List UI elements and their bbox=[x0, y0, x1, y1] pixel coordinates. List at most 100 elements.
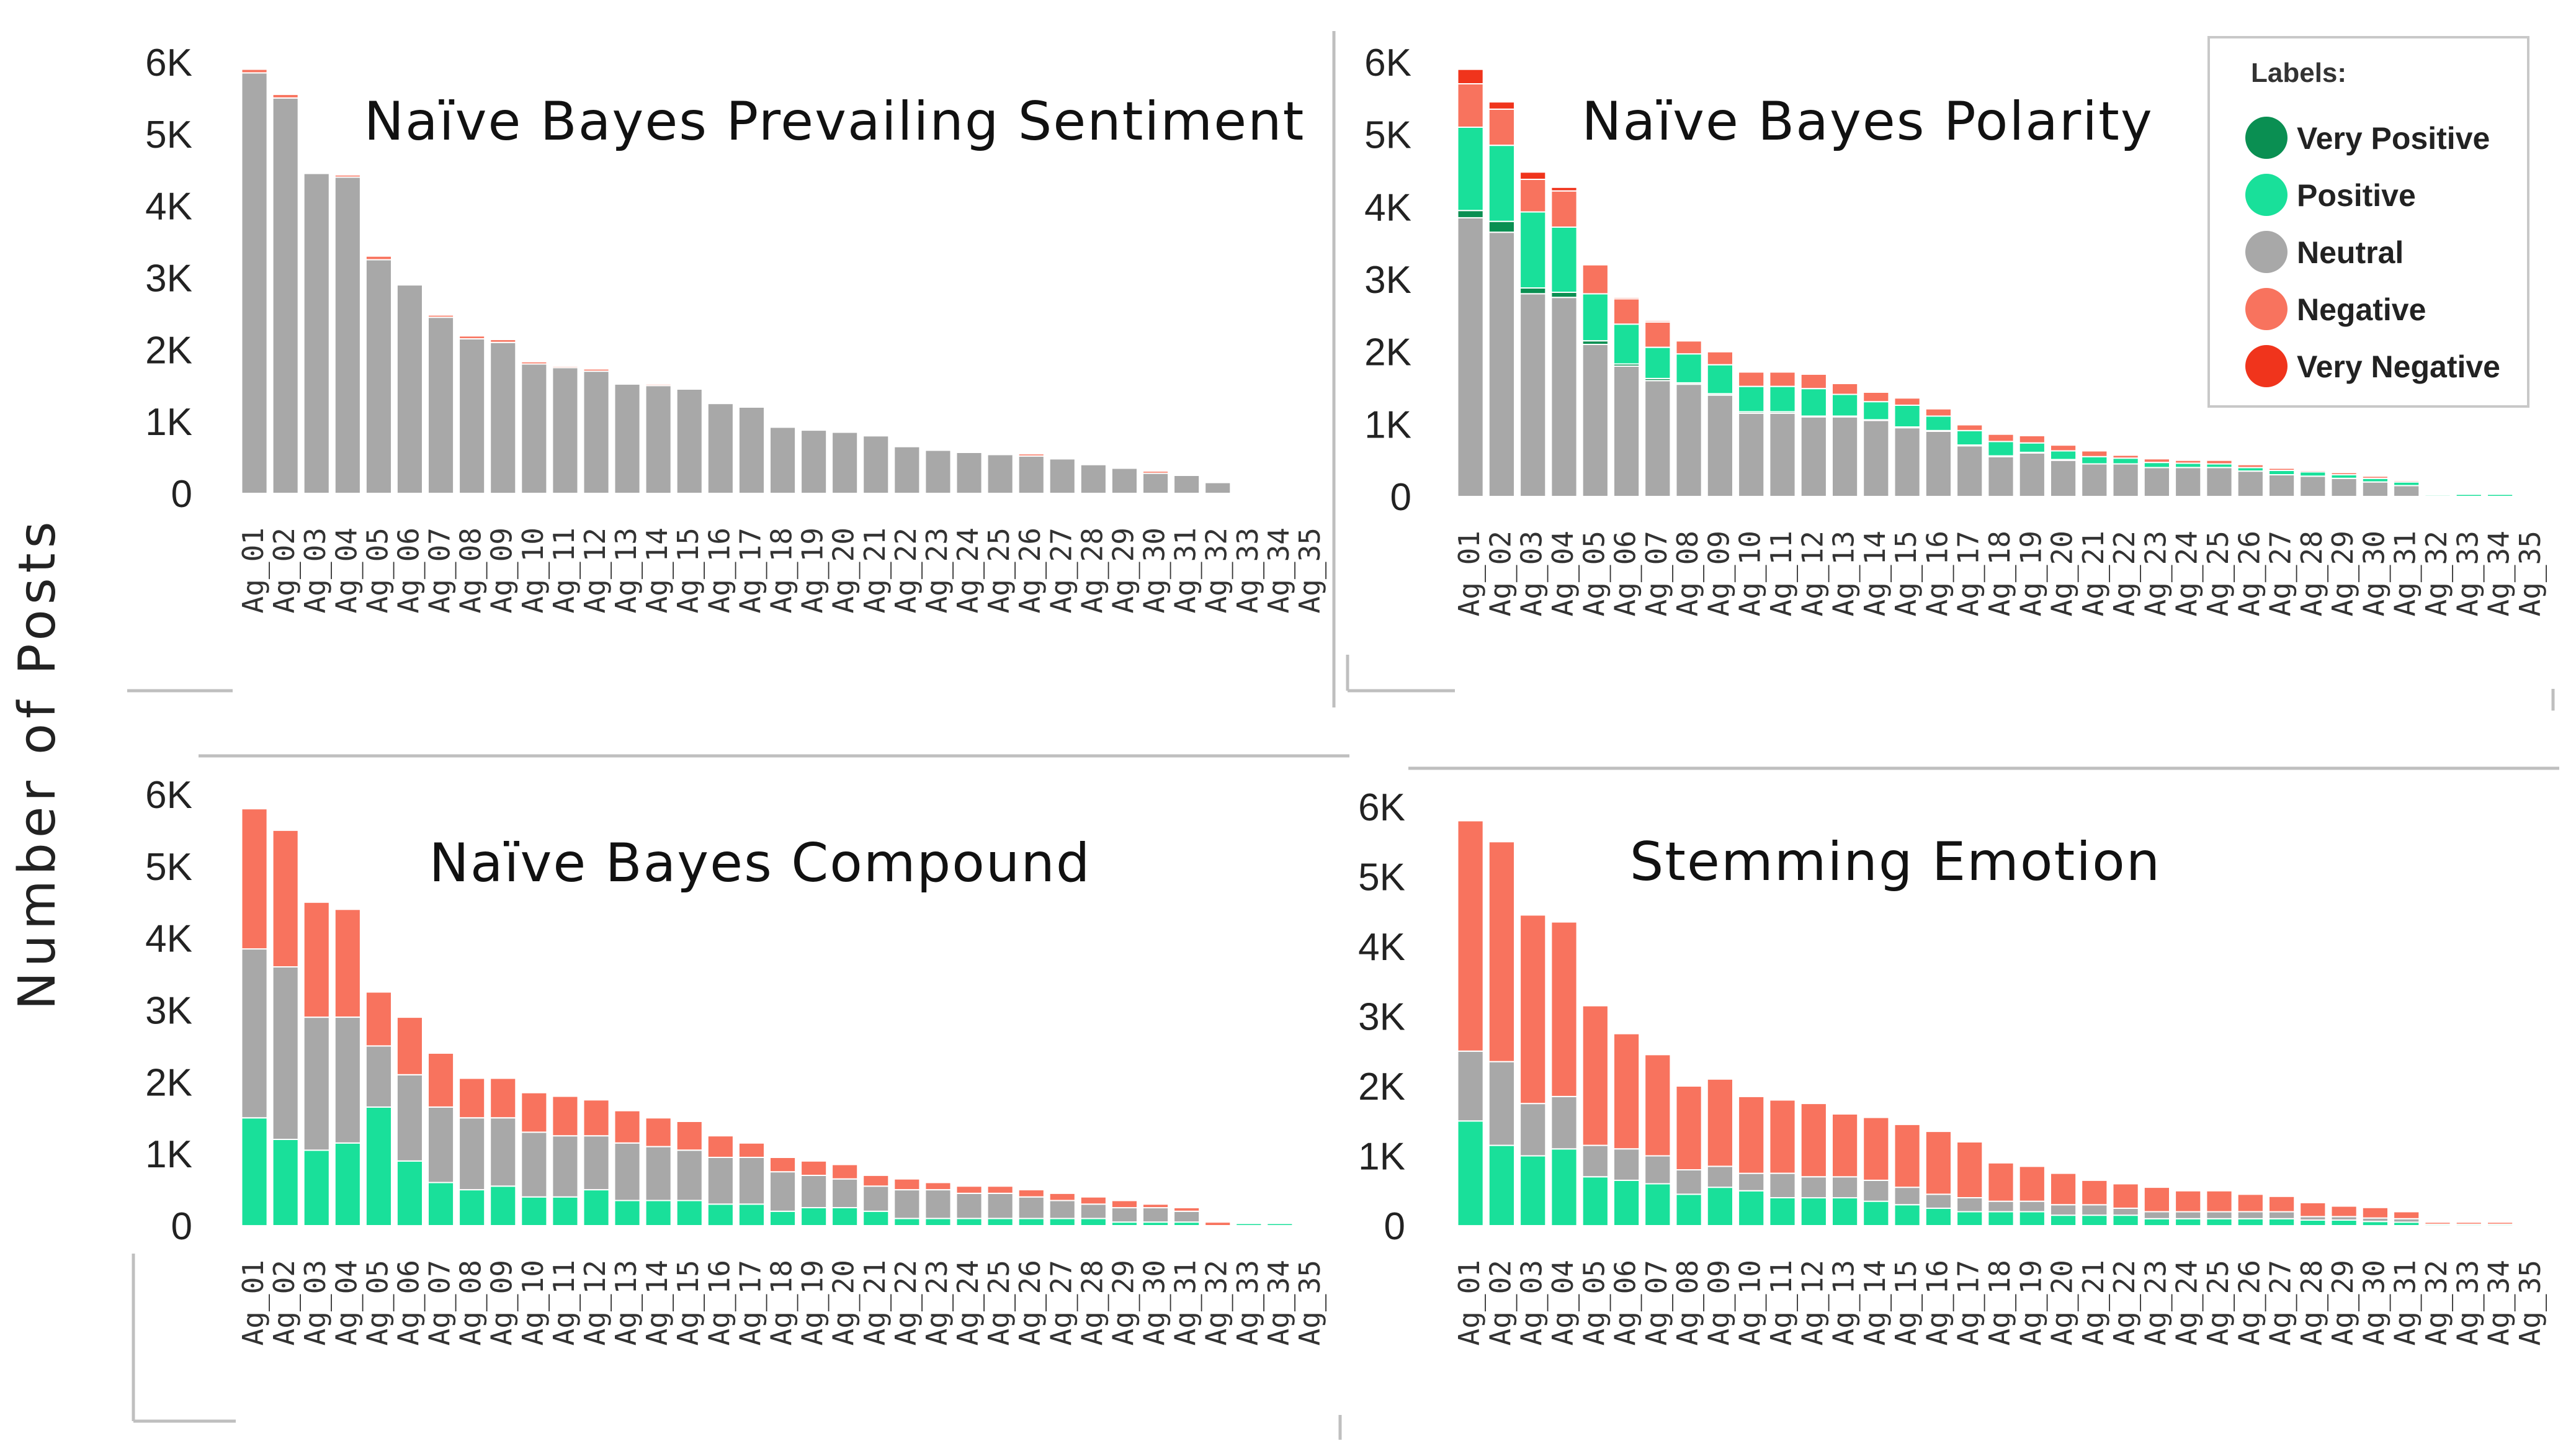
bar-segment-negative bbox=[334, 909, 361, 1018]
bar-segment-very-negative bbox=[1519, 171, 1547, 180]
bar-segment-negative bbox=[1550, 190, 1578, 228]
bar-segment-negative bbox=[272, 829, 299, 968]
y-axis-label: Number of Posts bbox=[8, 517, 67, 1010]
legend-swatch bbox=[2245, 288, 2288, 330]
chart-title: Naïve Bayes Prevailing Sentiment bbox=[364, 91, 1305, 153]
bar-segment-positive bbox=[2299, 471, 2327, 477]
bar-segment-neutral bbox=[1173, 1210, 1201, 1223]
bar-segment-negative bbox=[1613, 1033, 1640, 1150]
bar-segment-neutral bbox=[2175, 467, 2202, 497]
bar-segment-positive bbox=[1706, 1187, 1734, 1226]
bar-segment-neutral bbox=[1863, 420, 1890, 497]
x-tick-label: Ag_27 bbox=[2264, 1260, 2297, 1345]
y-tick-label: 3K bbox=[145, 258, 192, 300]
bar-segment-neutral bbox=[2268, 474, 2296, 497]
bar-segment-neutral bbox=[800, 1174, 828, 1209]
x-tick-label: Ag_30 bbox=[1138, 1260, 1171, 1345]
bar-segment-positive bbox=[2237, 1218, 2264, 1227]
x-tick-label: Ag_10 bbox=[516, 527, 550, 613]
bar-segment-positive bbox=[2081, 1214, 2108, 1226]
bar-segment-negative bbox=[1863, 392, 1890, 403]
x-tick-label: Ag_26 bbox=[1013, 1260, 1047, 1345]
x-tick-label: Ag_04 bbox=[1546, 1260, 1580, 1345]
x-tick-label: Ag_24 bbox=[2170, 1260, 2204, 1345]
x-tick-label: Ag_20 bbox=[2046, 531, 2079, 616]
bar-segment-negative bbox=[1956, 424, 1983, 431]
x-tick-label: Ag_19 bbox=[2014, 1260, 2047, 1345]
y-tick-label: 2K bbox=[145, 1061, 192, 1104]
bar-segment-positive bbox=[490, 1185, 517, 1227]
bar-segment-negative bbox=[1017, 1189, 1045, 1198]
bar-segment-positive bbox=[1675, 353, 1702, 384]
bar-segment-negative bbox=[1800, 373, 1827, 390]
x-tick-label: Ag_27 bbox=[1044, 527, 1078, 613]
bar-segment-negative bbox=[583, 368, 610, 372]
legend-swatch bbox=[2245, 174, 2288, 216]
x-tick-label: Ag_22 bbox=[2108, 1260, 2141, 1345]
x-tick-label: Ag_35 bbox=[1293, 1260, 1326, 1345]
bar-segment-neutral bbox=[707, 403, 734, 495]
bar-segment-negative bbox=[2081, 1179, 2108, 1206]
bar-segment-neutral bbox=[2143, 467, 2171, 497]
bar-segment-neutral bbox=[1049, 458, 1076, 495]
bar-segment-negative bbox=[2361, 475, 2389, 479]
bar-segment-positive bbox=[2330, 1219, 2358, 1226]
y-tick-label: 6K bbox=[1358, 786, 1405, 829]
x-tick-label: Ag_04 bbox=[329, 1260, 363, 1345]
bar-segment-neutral bbox=[396, 284, 424, 494]
bar-segment-negative bbox=[2081, 450, 2108, 457]
bar-segment-neutral bbox=[769, 1171, 797, 1212]
bar-segment-very-positive bbox=[1519, 287, 1547, 295]
x-tick-label: Ag_31 bbox=[2389, 531, 2422, 616]
bar-segment-positive bbox=[1644, 346, 1671, 379]
bar-segment-negative bbox=[1956, 1141, 1983, 1198]
x-tick-label: Ag_15 bbox=[1889, 531, 1923, 616]
x-tick-label: Ag_16 bbox=[1920, 531, 1954, 616]
x-tick-label: Ag_22 bbox=[889, 527, 923, 613]
bar-segment-neutral bbox=[2143, 1211, 2171, 1219]
bar-segment-negative bbox=[1142, 470, 1169, 474]
bar-segment-neutral bbox=[1675, 384, 1702, 498]
x-tick-label: Ag_08 bbox=[454, 1260, 488, 1345]
chart-compound: Naïve Bayes Compound01K2K3K4K5K6KAg_01Ag… bbox=[145, 774, 1326, 1345]
bar-segment-positive bbox=[1831, 393, 1859, 417]
x-tick-label: Ag_23 bbox=[920, 527, 954, 613]
chart-polarity: Naïve Bayes Polarity01K2K3K4K5K6KAg_01Ag… bbox=[1364, 42, 2547, 616]
bar-segment-neutral bbox=[1831, 416, 1859, 498]
x-tick-label: Ag_06 bbox=[392, 1260, 426, 1345]
bar-segment-negative bbox=[2112, 1183, 2139, 1209]
x-tick-label: Ag_03 bbox=[298, 527, 332, 613]
x-tick-label: Ag_16 bbox=[1920, 1260, 1954, 1345]
bar-segment-neutral bbox=[1613, 1148, 1640, 1181]
bar-segment-very-positive bbox=[1550, 292, 1578, 299]
bar-segment-negative bbox=[1488, 841, 1516, 1062]
x-tick-label: Ag_08 bbox=[1671, 531, 1704, 616]
bar-segment-negative bbox=[303, 901, 330, 1018]
bar-segment-neutral bbox=[2268, 1211, 2296, 1219]
bar-segment-neutral bbox=[924, 449, 952, 494]
x-tick-label: Ag_03 bbox=[1515, 1260, 1549, 1345]
bar-segment-neutral bbox=[396, 1074, 424, 1162]
bar-segment-positive bbox=[334, 1142, 361, 1227]
bar-segment-negative bbox=[645, 1117, 672, 1147]
bar-segment-negative bbox=[552, 366, 579, 369]
bar-segment-neutral bbox=[2018, 452, 2046, 497]
bar-segment-neutral bbox=[1080, 464, 1107, 495]
bar-segment-neutral bbox=[676, 388, 703, 494]
bar-segment-negative bbox=[2299, 470, 2327, 473]
bar-segment-positive bbox=[1457, 127, 1484, 212]
y-tick-label: 1K bbox=[1358, 1136, 1405, 1178]
y-tick-label: 1K bbox=[145, 401, 192, 444]
bar-segment-negative bbox=[1706, 351, 1734, 366]
bar-segment-neutral bbox=[831, 1178, 859, 1208]
bar-segment-positive bbox=[1800, 1197, 1827, 1226]
y-tick-label: 4K bbox=[1364, 186, 1411, 229]
bar-segment-neutral bbox=[2361, 481, 2389, 498]
bar-segment-positive bbox=[2206, 1218, 2233, 1227]
bar-segment-neutral bbox=[645, 385, 672, 495]
x-tick-label: Ag_07 bbox=[1640, 1260, 1673, 1345]
x-tick-label: Ag_24 bbox=[951, 527, 985, 613]
x-tick-label: Ag_04 bbox=[1546, 531, 1580, 616]
bar-segment-very-negative bbox=[1706, 350, 1734, 352]
